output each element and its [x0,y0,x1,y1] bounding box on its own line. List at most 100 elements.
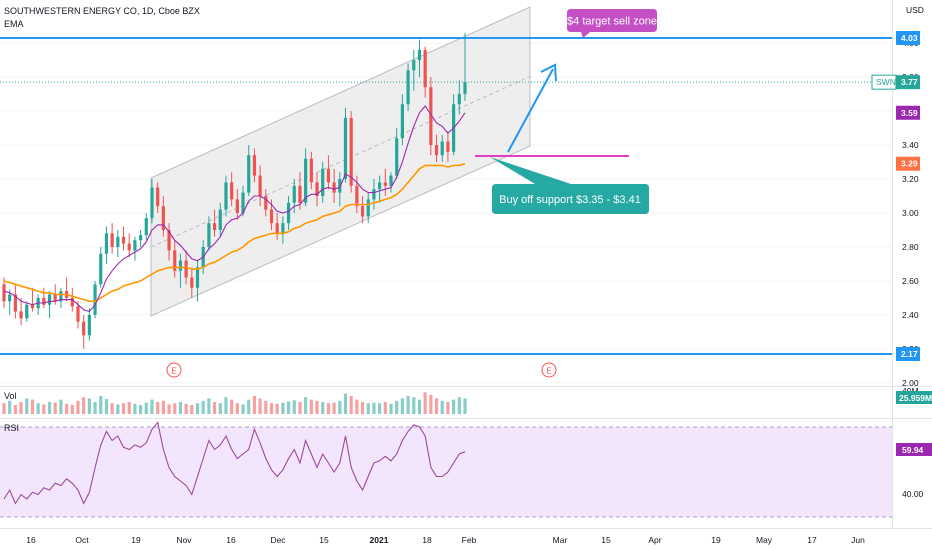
volume-bar [207,398,211,414]
volume-bar [338,400,342,414]
rsi-last-tag: 59.94 [896,443,932,456]
candle-body [463,82,467,95]
target-callout-box [567,9,657,38]
rsi-label: RSI [4,423,19,433]
target-arrow[interactable] [507,68,554,153]
candle-body [292,185,296,203]
volume-last-tag: 25.959M [896,391,932,404]
ema-slow-tag: 3.29 [896,156,920,171]
candle-body [457,94,461,105]
candle-body [298,185,302,203]
volume-bar [30,399,35,414]
volume-bar [87,398,91,414]
price-axis[interactable]: USD4.003.803.603.403.203.002.802.602.402… [871,0,924,528]
candle-body [127,243,131,251]
candle-body [184,260,188,278]
ema-fast-tag-value: 3.59 [901,108,918,118]
volume-bar [343,393,348,414]
candle-body [42,297,46,305]
volume-bar [298,402,302,414]
volume-bar [2,403,6,414]
candle-body [144,218,148,236]
volume-bar [275,403,279,414]
volume-bar [389,403,393,414]
candle-body [281,223,285,234]
time-tick-label: Dec [270,535,286,545]
volume-bar [116,404,120,414]
candle-body [82,321,86,336]
volume-bar [13,405,17,414]
candle-body [383,182,387,186]
price-tick-label: 2.00 [902,378,919,388]
rsi-line [3,421,466,505]
candle-body [258,175,262,196]
ema-fast-tag-bg [896,105,920,120]
candle-body [338,179,342,193]
volume-bar [247,399,251,414]
candle-body [423,49,427,88]
rsi-pane [0,386,893,528]
target-arrow-head [540,63,557,82]
parallel-channel[interactable] [150,6,531,317]
volume-bar [65,403,69,414]
rsi-band [0,427,892,517]
earnings-marker[interactable]: E [541,362,557,378]
time-tick-label: 16 [226,535,236,545]
volume-bar [457,397,461,414]
volume-bar [190,405,194,414]
time-tick-label: 19 [711,535,721,545]
volume-bar [93,402,97,414]
candle-body [116,236,120,247]
price-tick-label: 2.40 [902,310,919,320]
time-tick-label: Mar [553,535,568,545]
volume-bar [218,403,222,414]
candle-body [150,187,154,219]
time-tick-label: 15 [319,535,329,545]
volume-bar [321,402,325,414]
volume-bar [110,403,114,414]
volume-bar [304,397,308,414]
volume-bars [2,392,467,414]
time-tick-label: Feb [462,535,477,545]
time-tick-label: 15 [601,535,611,545]
earnings-marker[interactable]: E [166,362,182,378]
candle-body [417,49,422,61]
ema-fast-line [3,105,466,313]
candle-body [235,199,239,213]
drawings[interactable]: $4 target sell zone Buy off support $3.35… [475,9,657,214]
volume-bar [309,399,313,414]
price-tick-label: 3.40 [902,140,919,150]
candle-body [372,189,376,200]
horizontal-lines[interactable] [0,37,892,355]
ema-slow-tag-bg [896,156,920,171]
time-axis[interactable]: 16 Oct 19 Nov 16 Dec 15 2021 18 Feb Mar 15 Apr 19 May 1… [26,535,865,545]
volume-bar [156,402,160,414]
candle-body [343,117,348,180]
volume-bar [406,396,410,414]
channel-area[interactable] [150,6,531,317]
volume-bar [47,402,52,414]
volume-bar [104,399,109,414]
candle-body [400,104,404,139]
price-tick-label: 2.60 [902,276,919,286]
candle-body [161,206,165,230]
candle-body [8,294,12,302]
candle-body [99,253,103,285]
candle-body [30,304,35,309]
volume-bar [463,398,467,414]
candle-body [47,294,52,305]
volume-bar [360,402,365,414]
candle-body [446,141,450,152]
support-callout[interactable]: Buy off support $3.35 - $3.41 [490,157,649,214]
candle-body [264,196,268,210]
candle-body [315,182,319,196]
candle-body [178,260,183,271]
price-tick-label: 3.20 [902,174,919,184]
volume-bar [195,403,200,414]
volume-bar [59,399,63,414]
candle-body [275,223,279,234]
candle-body [321,168,325,196]
target-callout[interactable]: $4 target sell zone [567,9,657,38]
candle-body [349,117,353,186]
